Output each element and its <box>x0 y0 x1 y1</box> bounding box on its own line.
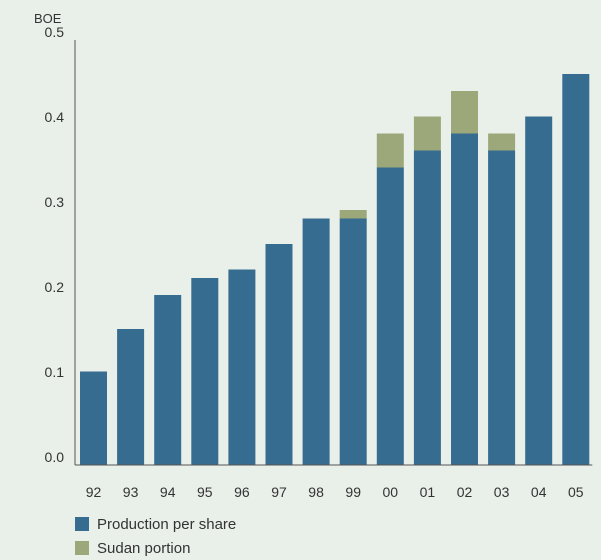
bar-production-per-share <box>451 133 478 465</box>
y-tick-label: 0.0 <box>45 449 65 465</box>
bar-sudan-portion <box>339 210 367 219</box>
bar-sudan-portion <box>376 133 404 168</box>
y-tick-label: 0.4 <box>45 109 65 125</box>
x-axis-tick-labels: 92 93 94 95 96 97 98 99 00 01 02 03 04 05 <box>86 484 584 500</box>
x-tick-label: 97 <box>271 484 287 500</box>
legend-swatch <box>75 541 89 555</box>
bar-production-per-share <box>154 295 182 465</box>
bar-production-per-share <box>302 218 330 465</box>
y-tick-label: 0.1 <box>45 364 65 380</box>
x-tick-label: 01 <box>420 484 436 500</box>
y-tick-label: 0.5 <box>45 24 65 40</box>
bar-production-per-share <box>191 278 219 465</box>
x-tick-label: 94 <box>160 484 176 500</box>
x-tick-label: 98 <box>308 484 324 500</box>
bar-sudan-portion <box>488 133 516 151</box>
bar-production-per-share <box>80 371 107 465</box>
bar-production-per-share <box>265 244 293 465</box>
bar-production-per-share <box>117 329 145 465</box>
legend-label: Production per share <box>97 516 236 533</box>
legend: Production per share Sudan portion <box>75 516 236 557</box>
x-tick-label: 92 <box>86 484 102 500</box>
y-axis-unit-label: BOE <box>34 11 62 26</box>
x-tick-label: 93 <box>123 484 139 500</box>
x-tick-label: 00 <box>383 484 399 500</box>
bar-production-per-share <box>488 150 516 465</box>
x-tick-label: 96 <box>234 484 250 500</box>
x-tick-label: 03 <box>494 484 510 500</box>
bar-production-per-share <box>413 150 441 465</box>
bar-production-per-share <box>228 269 256 465</box>
bar-production-per-share <box>525 116 553 465</box>
y-tick-label: 0.3 <box>45 194 65 210</box>
bar-sudan-portion <box>451 91 478 134</box>
legend-label: Sudan portion <box>97 540 190 557</box>
x-tick-label: 04 <box>531 484 547 500</box>
x-tick-label: 99 <box>345 484 361 500</box>
bar-production-per-share <box>339 218 367 465</box>
bar-production-per-share <box>562 74 590 465</box>
bars <box>80 74 590 465</box>
y-axis-ticks: 0.0 0.1 0.2 0.3 0.4 0.5 <box>45 24 65 465</box>
y-tick-label: 0.2 <box>45 279 65 295</box>
legend-swatch <box>75 517 89 531</box>
bar-sudan-portion <box>413 116 441 151</box>
x-tick-label: 95 <box>197 484 213 500</box>
x-tick-label: 02 <box>457 484 473 500</box>
bar-production-per-share <box>376 167 404 465</box>
x-tick-label: 05 <box>568 484 584 500</box>
